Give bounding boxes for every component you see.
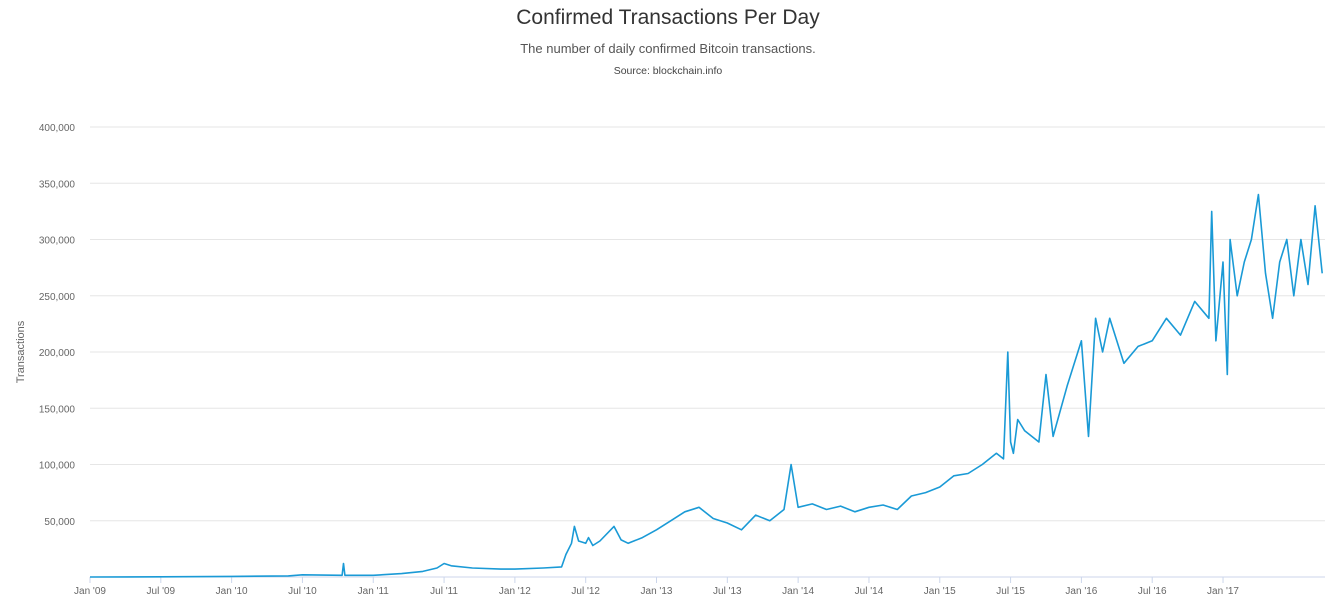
- x-tick-label: Jul '10: [288, 586, 317, 597]
- y-tick-label: 50,000: [44, 517, 75, 528]
- y-tick-label: 400,000: [39, 123, 76, 134]
- y-tick-label: 150,000: [39, 404, 76, 415]
- y-tick-label: 250,000: [39, 292, 76, 303]
- x-tick-label: Jan '12: [499, 586, 531, 597]
- x-tick-label: Jan '14: [782, 586, 814, 597]
- x-tick-label: Jan '11: [358, 586, 390, 597]
- x-tick-label: Jul '16: [1138, 586, 1167, 597]
- x-tick-label: Jan '13: [641, 586, 673, 597]
- x-tick-label: Jul '12: [571, 586, 600, 597]
- y-axis: 50,000 100,000 150,000 200,000 250,000 300,00…: [39, 123, 76, 528]
- chart-title: Confirmed Transactions Per Day: [516, 6, 820, 29]
- x-tick-label: Jul '11: [430, 586, 458, 597]
- series-line-0: [89, 193, 1323, 578]
- series-layer: [89, 193, 1323, 578]
- x-tick-label: Jul '15: [996, 586, 1025, 597]
- y-tick-label: 100,000: [39, 461, 76, 472]
- x-axis: Jan '09 Jul '09 Jan '10 Jul '10 Jan '11 Jul '…: [74, 577, 1239, 597]
- y-tick-label: 200,000: [39, 348, 76, 359]
- grid-layer: [90, 126, 1325, 522]
- x-tick-label: Jan '09: [74, 586, 106, 597]
- x-tick-label: Jan '10: [216, 586, 248, 597]
- y-tick-label: 350,000: [39, 179, 76, 190]
- x-tick-label: Jul '14: [855, 586, 884, 597]
- y-tick-label: 300,000: [39, 236, 76, 247]
- chart-source: Source: blockchain.info: [613, 65, 723, 77]
- x-tick-label: Jul '13: [713, 586, 742, 597]
- chart-subtitle: The number of daily confirmed Bitcoin tr…: [520, 41, 816, 56]
- x-tick-label: Jan '17: [1207, 586, 1239, 597]
- x-tick-label: Jan '16: [1065, 586, 1097, 597]
- x-tick-label: Jul '09: [147, 586, 176, 597]
- x-tick-label: Jan '15: [924, 586, 956, 597]
- y-axis-title: Transactions: [15, 320, 27, 383]
